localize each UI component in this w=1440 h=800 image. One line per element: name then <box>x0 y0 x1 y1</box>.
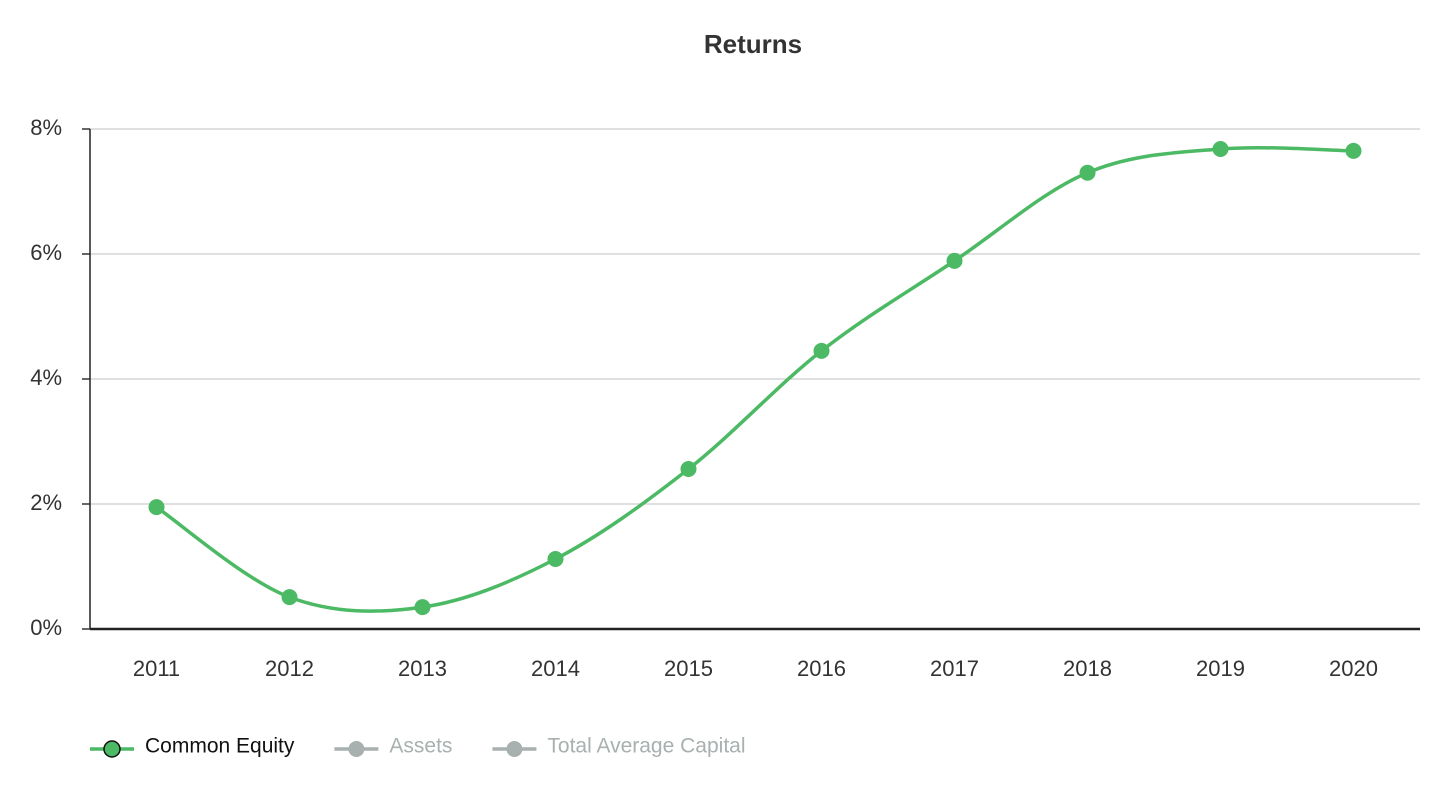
data-point <box>1212 141 1229 157</box>
data-point <box>414 599 431 616</box>
data-point <box>148 499 165 516</box>
y-tick-label: 0% <box>30 615 62 640</box>
legend-marker <box>506 741 523 757</box>
x-tick-label: 2013 <box>398 656 447 681</box>
data-point <box>1079 164 1096 181</box>
data-point <box>281 589 298 606</box>
data-point <box>680 461 697 477</box>
chart-title: Returns <box>704 29 802 59</box>
x-tick-label: 2016 <box>797 656 846 681</box>
data-point <box>813 342 830 359</box>
y-tick-label: 6% <box>30 240 62 265</box>
x-tick-label: 2014 <box>531 656 580 681</box>
data-point <box>547 551 564 567</box>
data-point <box>1345 142 1362 159</box>
y-tick-label: 8% <box>30 115 62 140</box>
x-tick-label: 2015 <box>664 656 713 681</box>
x-tick-label: 2017 <box>930 656 979 681</box>
y-tick-label: 2% <box>30 490 62 515</box>
legend-label[interactable]: Common Equity <box>145 735 295 758</box>
legend-label[interactable]: Assets <box>389 735 452 758</box>
x-tick-label: 2012 <box>265 656 314 681</box>
x-tick-label: 2020 <box>1329 656 1378 681</box>
legend-marker <box>348 741 365 757</box>
y-tick-label: 4% <box>30 365 62 390</box>
x-tick-label: 2019 <box>1196 656 1245 681</box>
legend-label[interactable]: Total Average Capital <box>547 735 745 758</box>
series-line <box>155 145 1354 613</box>
x-tick-label: 2011 <box>133 656 180 681</box>
x-tick-label: 2018 <box>1063 656 1112 681</box>
data-point <box>946 252 963 269</box>
legend-marker <box>103 740 121 758</box>
